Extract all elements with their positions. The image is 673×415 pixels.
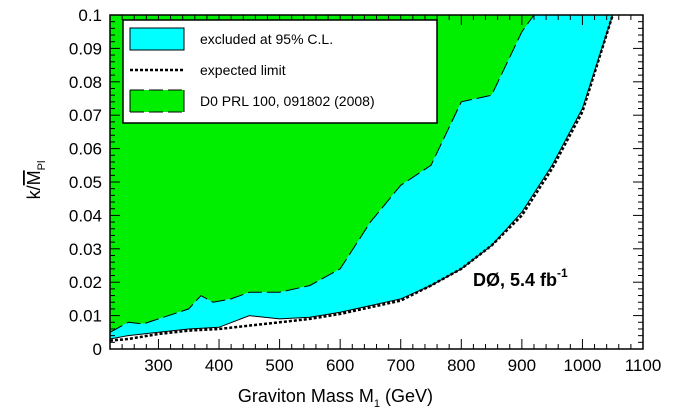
x-tick-label: 900 [508, 356, 536, 375]
x-axis-title-unit: (GeV) [380, 386, 433, 406]
legend-swatch-excluded [129, 27, 185, 51]
x-axis-title-main: Graviton Mass M [238, 386, 374, 406]
annotation-sup: -1 [557, 266, 568, 280]
x-tick-label: 600 [326, 356, 354, 375]
legend-label: excluded at 95% C.L. [200, 31, 333, 47]
y-tick-label: 0.06 [69, 140, 102, 159]
observed-limit-line [110, 15, 614, 340]
x-tick-label: 800 [447, 356, 475, 375]
svg-text:k/MPl: k/MPl [24, 161, 48, 200]
y-tick-label: 0.1 [78, 6, 102, 25]
y-tick-label: 0.05 [69, 173, 102, 192]
x-tick-label: 300 [144, 356, 172, 375]
y-tick-label: 0.08 [69, 73, 102, 92]
y-tick-label: 0.07 [69, 106, 102, 125]
y-axis-title-k: k/ [24, 185, 44, 199]
y-tick-label: 0.02 [69, 273, 102, 292]
legend-label: D0 PRL 100, 091802 (2008) [200, 93, 375, 109]
x-tick-label: 1000 [564, 356, 602, 375]
y-axis-title-m: M [24, 170, 44, 185]
y-tick-label: 0.04 [69, 206, 102, 225]
y-tick-label: 0 [93, 340, 102, 359]
x-tick-label: 1100 [625, 356, 662, 375]
x-tick-label: 400 [205, 356, 233, 375]
y-tick-label: 0.09 [69, 39, 102, 58]
legend-label: expected limit [200, 62, 286, 78]
x-tick-label: 700 [387, 356, 415, 375]
x-axis-title-sub: 1 [374, 398, 380, 410]
luminosity-annotation: DØ, 5.4 fb-1 [473, 266, 568, 290]
x-axis-title: Graviton Mass M1 (GeV) [238, 386, 433, 410]
legend-swatch-previous [130, 90, 184, 112]
y-tick-label: 0.03 [69, 240, 102, 259]
y-axis-title-sub: Pl [36, 161, 48, 171]
y-axis-title: k/MPl [24, 161, 48, 200]
annotation-text: DØ, 5.4 fb [473, 270, 557, 290]
y-tick-label: 0.01 [69, 307, 102, 326]
expected-limit-line [110, 15, 614, 342]
excluded-region [110, 15, 613, 339]
x-tick-label: 500 [265, 356, 293, 375]
previous-limit-line [110, 15, 535, 333]
